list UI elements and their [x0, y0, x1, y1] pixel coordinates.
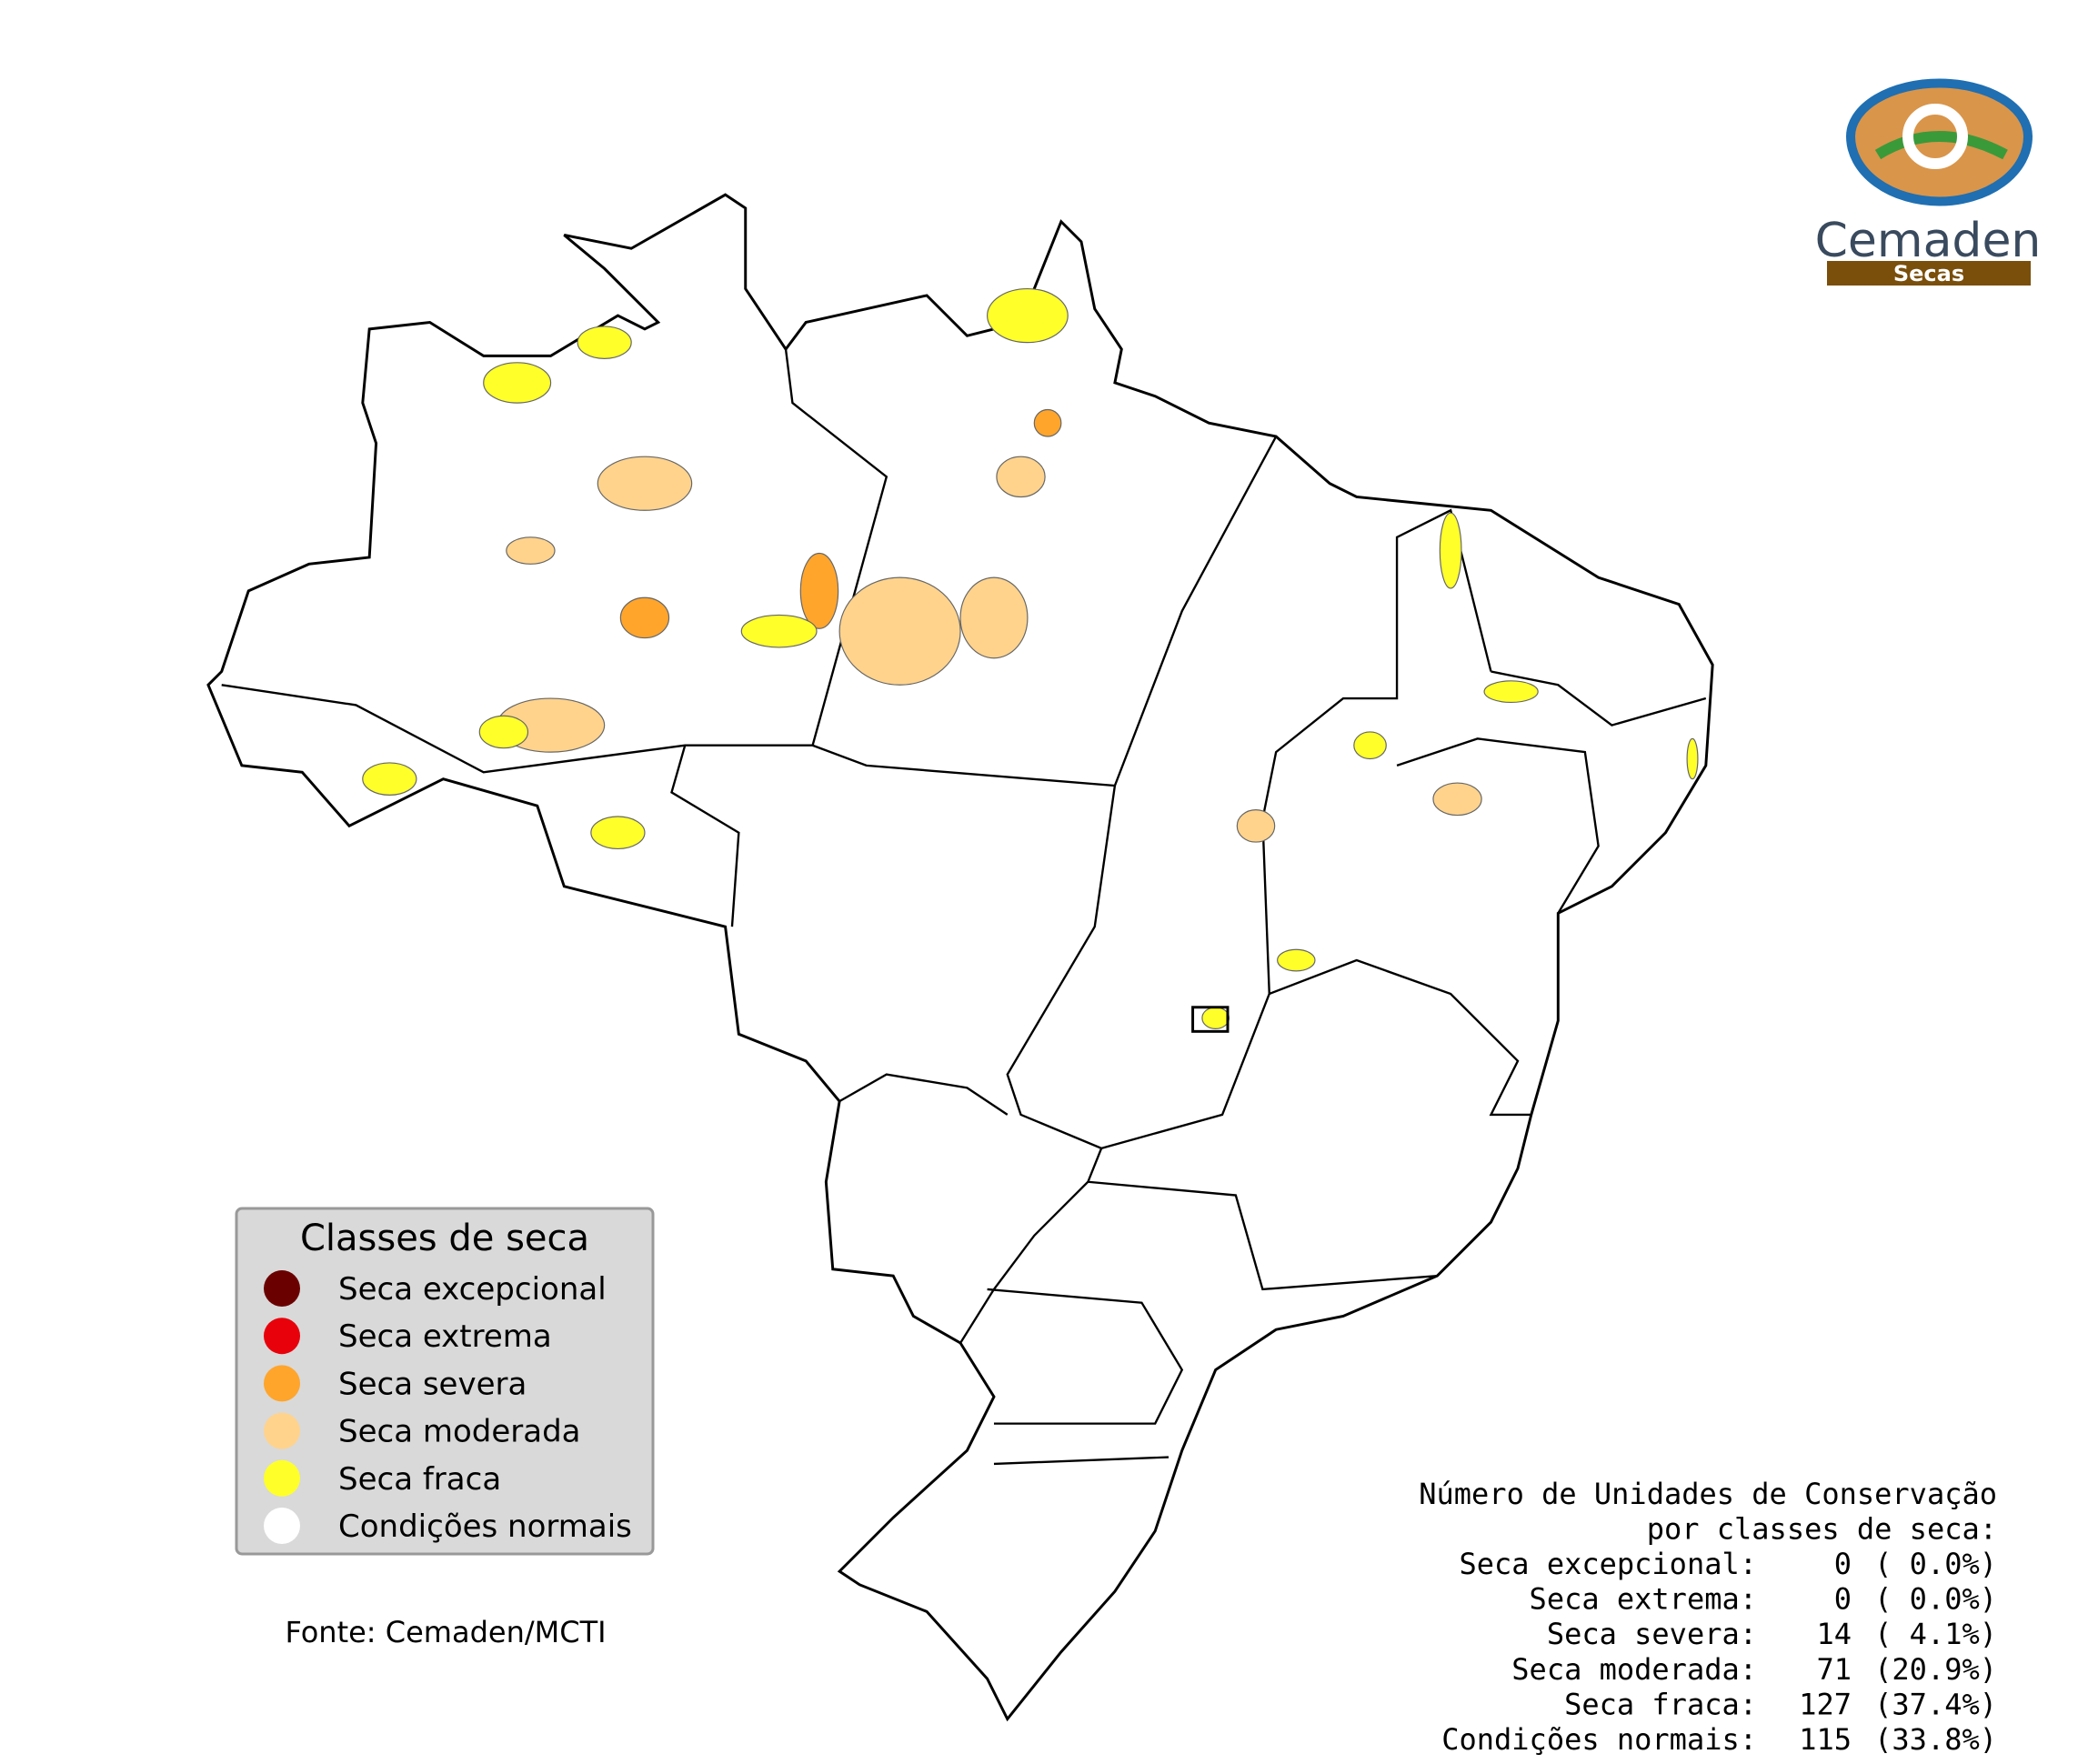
state-borders	[221, 348, 1707, 1466]
legend-label: Seca fraca	[338, 1461, 501, 1498]
stats-label: Seca moderada:	[1511, 1652, 1757, 1687]
stats-count: 127	[1799, 1687, 1852, 1721]
drought-areas	[362, 287, 1699, 1029]
stats-title: por classes de seca:	[1647, 1512, 1997, 1547]
stats-percent: (20.9%)	[1874, 1652, 1997, 1687]
legend-swatch	[264, 1508, 300, 1544]
legend: Classes de seca Seca excepcional Seca ext…	[235, 1207, 655, 1556]
stats-percent: ( 0.0%)	[1874, 1582, 1997, 1617]
legend-swatch	[264, 1365, 300, 1402]
legend-swatch	[264, 1412, 300, 1449]
legend-label: Seca severa	[338, 1366, 527, 1402]
logo-subtitle: Secas	[1893, 261, 1964, 286]
stats-label: Condições normais:	[1441, 1722, 1757, 1757]
stats-title: Número de Unidades de Conservação	[1419, 1477, 1997, 1511]
stats-percent: ( 0.0%)	[1874, 1547, 1997, 1581]
legend-swatch	[264, 1459, 300, 1497]
logo-name: Cemaden	[1815, 214, 2042, 268]
brazil-map	[206, 193, 1714, 1722]
stats-count: 14	[1816, 1617, 1852, 1651]
stats-count: 115	[1799, 1722, 1852, 1757]
legend-swatch	[264, 1270, 300, 1307]
stats-percent: (37.4%)	[1874, 1687, 1997, 1721]
stats-label: Seca fraca:	[1564, 1687, 1757, 1721]
legend-label: Seca excepcional	[338, 1271, 607, 1308]
legend-swatch	[264, 1318, 300, 1355]
federal-district	[1191, 1006, 1230, 1033]
stats-count: 0	[1834, 1547, 1852, 1581]
stats-label: Seca extrema:	[1530, 1582, 1757, 1617]
legend-label: Seca moderada	[338, 1414, 581, 1450]
stats-count: 0	[1834, 1582, 1852, 1617]
stats-percent: (33.8%)	[1874, 1722, 1997, 1757]
legend-title: Classes de seca	[300, 1218, 589, 1259]
source: Fonte: Cemaden/MCTI	[285, 1615, 606, 1649]
stats-count: 71	[1816, 1652, 1852, 1687]
country-outline	[206, 193, 1714, 1722]
stats-label: Seca severa:	[1547, 1617, 1757, 1651]
logo: Cemaden Secas	[1815, 78, 2042, 286]
legend-label: Condições normais	[338, 1508, 632, 1545]
stats-percent: ( 4.1%)	[1874, 1617, 1997, 1651]
legend-label: Seca extrema	[338, 1318, 552, 1355]
stats-label: Seca excepcional:	[1459, 1547, 1757, 1581]
